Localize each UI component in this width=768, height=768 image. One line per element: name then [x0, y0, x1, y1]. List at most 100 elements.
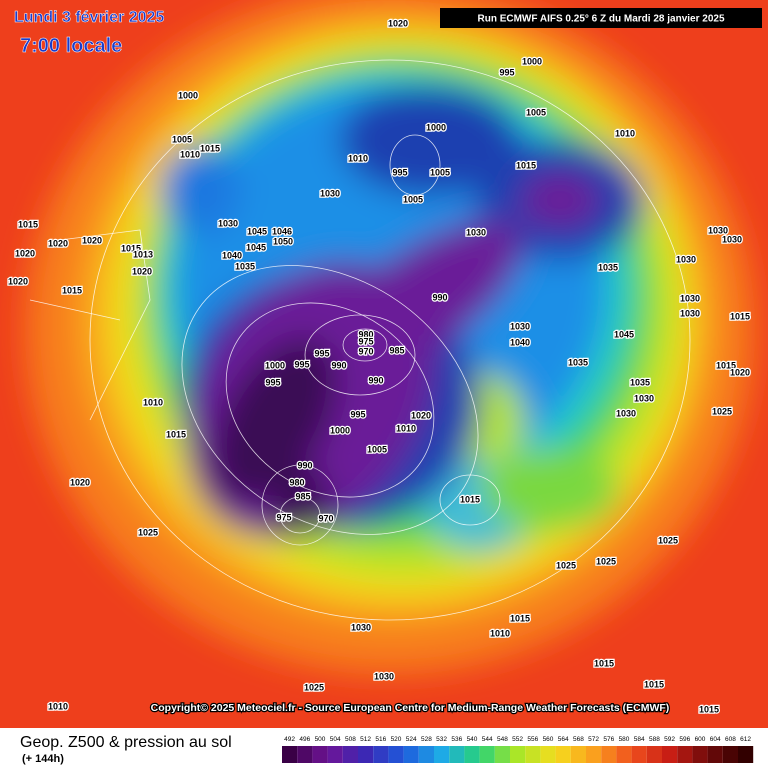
- scale-swatch: [418, 746, 434, 763]
- scale-label: 600: [695, 736, 706, 743]
- scale-label: 576: [603, 736, 614, 743]
- scale-label: 592: [664, 736, 675, 743]
- scale-label: 492: [284, 736, 295, 743]
- pressure-label: 1015: [716, 360, 736, 370]
- pressure-label: 1000: [265, 360, 285, 370]
- pressure-label: 995: [265, 377, 280, 387]
- pressure-label: 1015: [166, 429, 186, 439]
- pressure-label: 1025: [138, 527, 158, 537]
- scale-swatch: [570, 746, 586, 763]
- pressure-label: 1050: [273, 236, 293, 246]
- scale-swatch: [403, 746, 419, 763]
- pressure-label: 1010: [615, 128, 635, 138]
- scale-swatch: [297, 746, 313, 763]
- pressure-label: 1030: [680, 293, 700, 303]
- pressure-label: 975: [276, 512, 291, 522]
- pressure-label: 1015: [460, 494, 480, 504]
- isobars: [29, 59, 691, 621]
- pressure-label: 1020: [82, 235, 102, 245]
- pressure-label: 1025: [304, 682, 324, 692]
- pressure-label: 1010: [180, 149, 200, 159]
- run-box: [440, 8, 762, 28]
- pressure-label: 1030: [616, 408, 636, 418]
- scale-swatch: [616, 746, 632, 763]
- pressure-label: 1013: [133, 249, 153, 259]
- scale-label: 532: [436, 736, 447, 743]
- pressure-label: 1030: [218, 218, 238, 228]
- pressure-label: 1030: [351, 622, 371, 632]
- scale-label: 516: [375, 736, 386, 743]
- pressure-label: 980: [289, 477, 304, 487]
- scale-label: 540: [467, 736, 478, 743]
- scale-label: 584: [634, 736, 645, 743]
- pressure-label: 995: [350, 409, 365, 419]
- pressure-label: 1015: [730, 311, 750, 321]
- scale-label: 496: [299, 736, 310, 743]
- pressure-label: 1010: [143, 397, 163, 407]
- scale-swatch: [494, 746, 510, 763]
- pressure-label: 970: [358, 346, 373, 356]
- pressure-label: 1020: [15, 248, 35, 258]
- scale-label: 572: [588, 736, 599, 743]
- scale-label: 596: [679, 736, 690, 743]
- pressure-label: 1030: [708, 225, 728, 235]
- pressure-label: 970: [318, 513, 333, 523]
- pressure-label: 1015: [18, 219, 38, 229]
- scale-label: 556: [527, 736, 538, 743]
- scale-label: 588: [649, 736, 660, 743]
- scale-swatch: [677, 746, 693, 763]
- pressure-label: 1005: [403, 194, 423, 204]
- scale-swatch: [662, 746, 678, 763]
- pressure-label: 1020: [132, 266, 152, 276]
- pressure-label: 1030: [466, 227, 486, 237]
- scale-label: 568: [573, 736, 584, 743]
- pressure-label: 1035: [630, 377, 650, 387]
- pressure-label: 1015: [594, 658, 614, 668]
- scale-swatch: [388, 746, 404, 763]
- pressure-label: 1025: [596, 556, 616, 566]
- pressure-label: 1010: [490, 628, 510, 638]
- scale-label: 552: [512, 736, 523, 743]
- pressure-label: 995: [294, 359, 309, 369]
- pressure-label: 1020: [730, 367, 750, 377]
- scale-label: 608: [725, 736, 736, 743]
- footer-title: Geop. Z500 & pression au sol: [20, 734, 232, 751]
- pressure-label: 1000: [178, 90, 198, 100]
- pressure-label: 1020: [388, 18, 408, 28]
- pressure-label: 1020: [70, 477, 90, 487]
- scale-swatch: [479, 746, 495, 763]
- pressure-label: 1040: [510, 337, 530, 347]
- pressure-label: 1010: [48, 701, 68, 711]
- z500-field: [25, 0, 755, 675]
- pressure-label: 1015: [62, 285, 82, 295]
- scale-label: 560: [543, 736, 554, 743]
- pressure-label: 995: [499, 67, 514, 77]
- pressure-label: 1015: [121, 243, 141, 253]
- scale-label: 512: [360, 736, 371, 743]
- pressure-label: 1035: [598, 262, 618, 272]
- pressure-label: 1046: [272, 226, 292, 236]
- pressure-label: 1025: [556, 560, 576, 570]
- scale-swatch: [434, 746, 450, 763]
- pressure-label: 1000: [330, 425, 350, 435]
- scale-label: 520: [391, 736, 402, 743]
- pressure-label: 1005: [367, 444, 387, 454]
- scale-swatch: [510, 746, 526, 763]
- pressure-label: 985: [295, 491, 310, 501]
- scale-swatch: [358, 746, 374, 763]
- scale-swatch: [586, 746, 602, 763]
- scale-swatch: [312, 746, 328, 763]
- scale-swatch: [327, 746, 343, 763]
- pressure-label: 990: [432, 292, 447, 302]
- scale-label: 580: [619, 736, 630, 743]
- pressure-label: 1000: [522, 56, 542, 66]
- pressure-label: 990: [368, 375, 383, 385]
- lead-time: (+ 144h): [22, 753, 64, 765]
- pressure-label: 1025: [712, 406, 732, 416]
- pressure-label: 1030: [634, 393, 654, 403]
- scale-swatch: [707, 746, 723, 763]
- scale-label: 524: [406, 736, 417, 743]
- pressure-label: 1040: [222, 250, 242, 260]
- scale-label: 612: [740, 736, 751, 743]
